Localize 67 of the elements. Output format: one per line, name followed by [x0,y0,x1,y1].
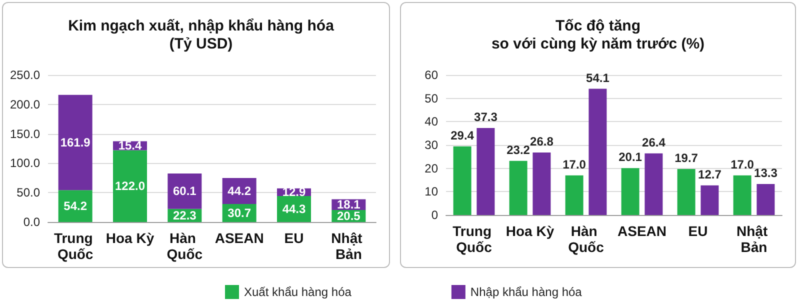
y-tick-label: 50 [424,91,438,106]
y-tick-label: 0.0 [23,215,40,229]
y-tick-label: 30 [424,138,438,152]
x-tick-label: EU [688,223,708,239]
data-label: 23.2 [506,142,530,157]
y-tick-label: 200.0 [10,97,40,112]
chart-title: Tốc độ tăng so với cùng kỳ năm trước (%) [491,18,705,52]
x-tick-label: Nhật Bản [736,223,772,255]
chart-title: Kim ngạch xuất, nhập khẩu hàng hóa (Tỷ USD) [68,18,335,52]
x-tick-label: Hoa Kỳ [106,230,154,246]
data-label: 12.9 [282,185,306,200]
x-tick-label: ASEAN [214,230,264,246]
data-label: 12.7 [698,167,722,182]
bar [168,174,202,209]
y-tick-label: 150.0 [10,126,40,141]
bar [476,128,495,215]
x-tick-label: Nhật Bản [331,230,366,262]
bar [733,175,752,215]
y-tick-label: 10 [424,184,438,199]
data-label: 26.8 [530,134,554,148]
data-label: 29.4 [450,128,474,142]
data-label: 26.4 [642,135,666,150]
bar [588,88,607,215]
bar [621,168,640,215]
data-label: 19.7 [674,151,698,166]
legend-label: Nhập khẩu hàng hóa [470,285,582,299]
data-label: 161.9 [60,136,91,150]
legend-label: Xuất khẩu hàng hóa [244,285,352,299]
bar [756,184,775,215]
data-label: 60.1 [172,184,197,198]
x-tick-label: Hoa Kỳ [506,223,554,239]
bar [700,185,719,215]
data-label: 15.4 [118,138,142,153]
bar [453,146,472,215]
y-tick-label: 100.0 [10,156,40,170]
x-tick-label: Trung Quốc [54,230,97,262]
y-tick-label: 40 [424,114,438,129]
bar [677,169,696,215]
bar [58,190,92,222]
bar [58,94,92,190]
bar [509,160,528,215]
data-label: 22.3 [172,208,197,222]
y-tick-label: 60 [424,68,438,82]
x-tick-label: Hàn Quốc [568,223,604,255]
data-label: 37.3 [474,110,498,124]
y-tick-label: 250.0 [10,68,40,82]
data-label: 17.0 [730,157,754,172]
bar [565,175,584,215]
y-tick-label: 50.0 [16,186,40,200]
data-label: 13.3 [754,166,778,180]
x-tick-label: Trung Quốc [452,223,496,255]
y-tick-label: 0 [431,208,438,222]
data-label: 122.0 [114,179,146,194]
data-label: 30.7 [228,206,252,220]
data-label: 54.2 [64,199,88,214]
data-label: 54.1 [586,70,610,85]
x-tick-label: Hàn Quốc [166,230,203,262]
bar [644,153,663,215]
y-tick-label: 20 [424,161,438,176]
bar [113,150,147,222]
x-tick-label: ASEAN [617,223,667,239]
data-label: 20.1 [618,150,642,164]
data-label: 44.3 [282,202,306,216]
data-label: 44.2 [228,184,252,198]
data-label: 17.0 [562,157,586,172]
bar [532,152,551,215]
x-tick-label: EU [284,230,304,246]
